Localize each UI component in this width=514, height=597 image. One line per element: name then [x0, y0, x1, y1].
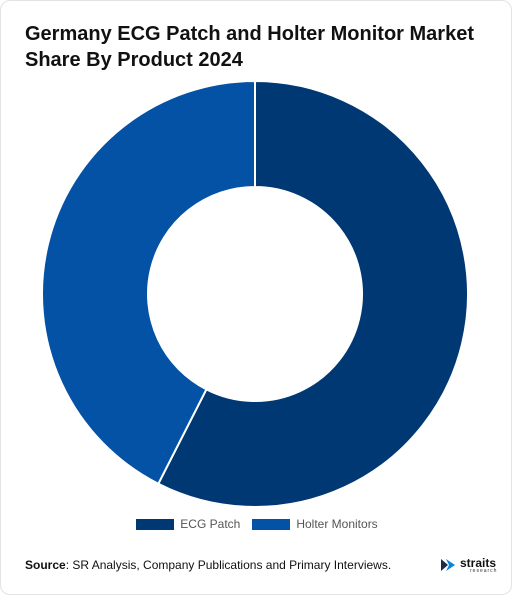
source-label: Source: [25, 558, 66, 572]
legend-label: Holter Monitors: [296, 517, 378, 531]
straits-logo-icon: [441, 559, 455, 571]
slice-ecg-patch: [156, 79, 469, 508]
legend-swatch: [252, 518, 291, 530]
legend-item-holter-monitors: Holter Monitors: [252, 517, 378, 531]
donut-chart: [41, 79, 469, 508]
source-note: Source: SR Analysis, Company Publication…: [25, 558, 391, 572]
chart-legend: ECG Patch Holter Monitors: [1, 517, 513, 531]
legend-item-ecg-patch: ECG Patch: [136, 517, 240, 531]
chart-title: Germany ECG Patch and Holter Monitor Mar…: [25, 23, 474, 71]
legend-swatch: [136, 518, 175, 530]
straits-logo: straits research: [439, 553, 509, 577]
logo-word: straits: [460, 555, 497, 570]
logo-sub: research: [470, 567, 498, 574]
source-text: : SR Analysis, Company Publications and …: [65, 558, 392, 572]
slice-holter-monitors: [41, 79, 256, 486]
legend-label: ECG Patch: [180, 517, 241, 531]
